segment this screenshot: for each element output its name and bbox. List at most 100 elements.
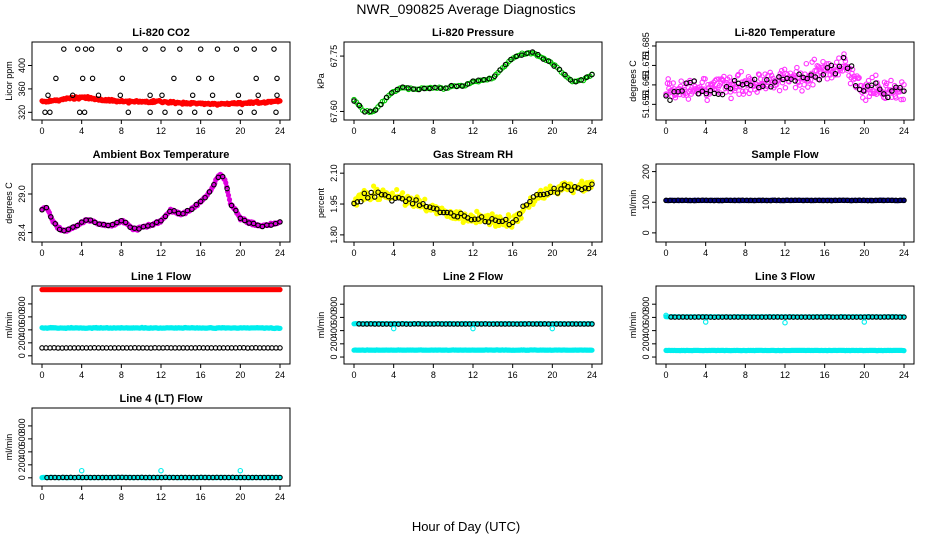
data-point: [228, 202, 235, 209]
x-tick-label: 4: [391, 248, 396, 258]
data-point: [208, 75, 215, 82]
x-tick-label: 0: [39, 248, 44, 258]
series-overlay: [351, 49, 595, 115]
y-tick-label: 51.655: [641, 91, 651, 119]
series-black: [44, 474, 283, 481]
data-point: [389, 190, 395, 196]
data-point: [518, 52, 525, 58]
data-point: [426, 85, 433, 92]
panel-ylabel: ml/min: [316, 312, 326, 339]
data-point: [751, 76, 758, 83]
data-point: [206, 109, 213, 116]
data-point: [394, 86, 401, 93]
panel-ylabel: ml/min: [628, 190, 638, 217]
data-point: [253, 75, 259, 82]
figure-title: NWR_090825 Average Diagnostics: [356, 1, 575, 17]
data-point: [118, 217, 125, 224]
data-point: [719, 91, 726, 98]
data-point: [768, 72, 775, 79]
data-point: [92, 219, 98, 226]
panel-licortemp: Li-820 Temperature degrees C 0 4 8 12 16 20 24 51…: [628, 27, 915, 136]
y-tick-label: 320: [17, 105, 27, 120]
data-point: [691, 78, 697, 84]
data-point: [672, 94, 679, 101]
data-point: [764, 77, 770, 83]
data-point: [447, 210, 454, 216]
data-point: [378, 101, 384, 108]
data-point: [454, 83, 460, 90]
data-point: [516, 211, 523, 217]
data-point: [540, 191, 547, 198]
data-point: [78, 467, 85, 474]
data-point: [820, 72, 827, 78]
x-tick-label: 8: [119, 492, 124, 502]
data-point: [481, 76, 487, 83]
data-point: [158, 467, 164, 474]
panel-rh: Gas Stream RH percent 0 4 8 12 16 20 24 1.80 1.95 2…: [316, 149, 603, 258]
data-point: [529, 49, 536, 55]
plot-area: [351, 49, 595, 115]
x-tick-label: 16: [196, 126, 206, 136]
x-tick-label: 24: [899, 126, 909, 136]
data-point: [277, 474, 283, 481]
panel-title: Li-820 Pressure: [432, 27, 514, 39]
data-point: [862, 97, 869, 104]
data-point: [274, 92, 280, 99]
y-tick-label: 0: [641, 230, 651, 235]
y-tick-label: 2.10: [329, 164, 339, 182]
data-point: [451, 213, 457, 219]
data-point: [147, 92, 153, 99]
data-point: [206, 189, 213, 195]
data-point: [76, 109, 83, 116]
data-point: [177, 46, 183, 52]
data-point: [836, 63, 843, 70]
data-point: [663, 91, 669, 97]
data-point: [811, 56, 818, 63]
y-tick-label: 67.60: [329, 100, 339, 123]
y-tick-label: 800: [17, 296, 27, 311]
y-tick-label: 400: [17, 58, 27, 73]
series-sparse: [42, 46, 280, 116]
data-point: [448, 82, 455, 89]
data-point: [189, 206, 195, 213]
data-point: [406, 196, 412, 202]
panel-line2: Line 2 Flow ml/min 0 4 8 12 16 20 24 0 20040060080…: [316, 271, 603, 380]
data-point: [235, 92, 242, 99]
data-point: [271, 46, 277, 52]
data-point: [589, 181, 595, 187]
panel-line4: Line 4 (LT) Flow ml/min 0 4 8 12 16 20 24 0 200400…: [4, 393, 291, 502]
x-tick-label: 4: [79, 370, 84, 380]
x-tick-label: 24: [275, 492, 285, 502]
figure-xlabel: Hour of Day (UTC): [412, 519, 520, 534]
series-cyan-low: [351, 347, 595, 353]
data-point: [747, 82, 754, 89]
data-point: [197, 46, 204, 52]
data-point: [95, 92, 102, 99]
x-tick-label: 20: [235, 126, 245, 136]
x-tick-label: 20: [859, 126, 869, 136]
data-point: [900, 96, 907, 103]
data-point: [663, 93, 669, 99]
data-point: [573, 78, 579, 85]
plot-area: [39, 46, 283, 116]
data-point: [390, 325, 397, 332]
data-point: [273, 109, 279, 116]
series-dips: [663, 312, 868, 326]
x-tick-label: 12: [156, 126, 166, 136]
data-point: [589, 71, 595, 78]
data-point: [61, 46, 67, 52]
x-tick-label: 4: [703, 370, 708, 380]
plot-area: [351, 320, 595, 353]
data-point: [365, 195, 371, 201]
data-point: [835, 72, 841, 78]
data-point: [241, 217, 248, 224]
data-point: [459, 83, 465, 89]
x-tick-label: 24: [899, 370, 909, 380]
data-point: [589, 321, 595, 327]
series-black: [356, 321, 595, 327]
data-point: [554, 190, 561, 196]
data-point: [237, 109, 244, 116]
data-point: [547, 189, 554, 196]
data-point: [901, 81, 907, 88]
data-point: [534, 191, 540, 198]
